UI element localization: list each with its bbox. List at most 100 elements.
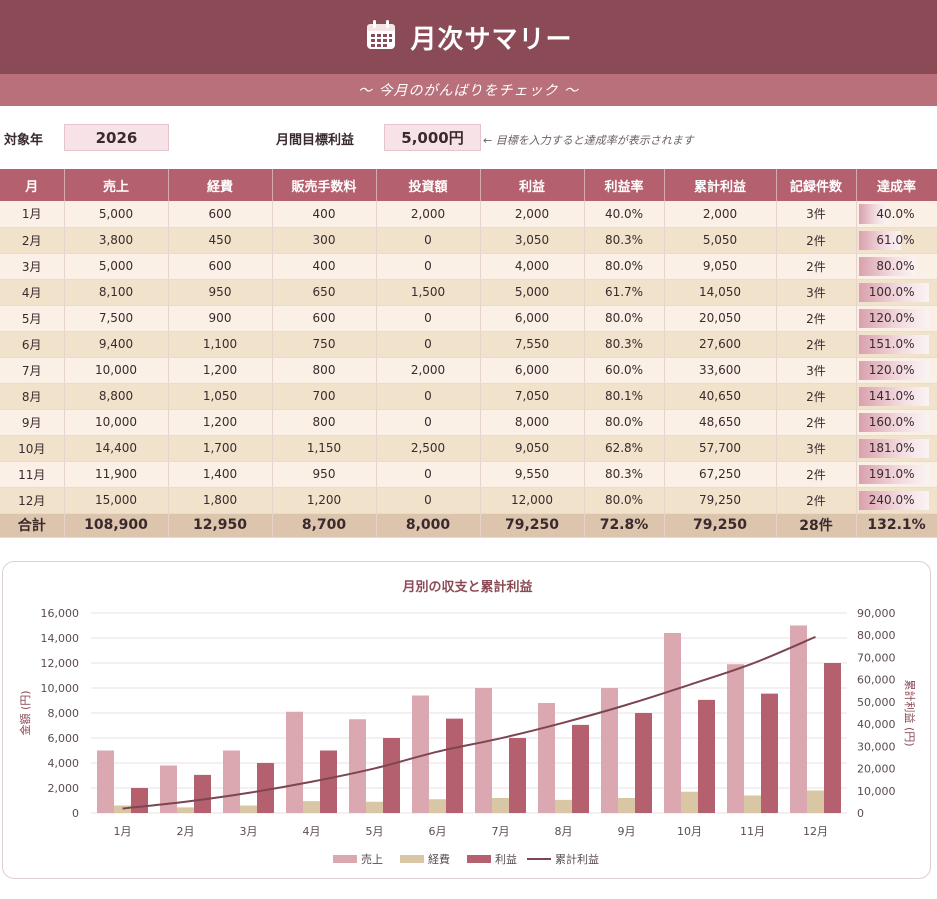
bar-利益 xyxy=(572,724,589,813)
cell-fee: 600 xyxy=(272,305,377,332)
legend-label: 経費 xyxy=(428,852,450,866)
target-profit-input[interactable]: 5,000円 xyxy=(384,124,481,151)
x-tick-label: 6月 xyxy=(429,825,447,838)
cell-margin: 80.3% xyxy=(584,227,665,254)
col-header-margin: 利益率 xyxy=(584,169,665,201)
y-tick-label: 16,000 xyxy=(41,607,80,620)
legend-label: 累計利益 xyxy=(555,852,599,866)
legend-label: 利益 xyxy=(495,852,517,866)
x-tick-label: 12月 xyxy=(803,825,828,838)
bar-経費 xyxy=(492,798,509,813)
col-header-records: 記録件数 xyxy=(776,169,857,201)
cell-fee: 400 xyxy=(272,253,377,280)
cell-fee: 1,200 xyxy=(272,487,377,514)
year-label: 対象年 xyxy=(4,133,44,148)
cell-margin: 62.8% xyxy=(584,435,665,462)
cell-expense: 1,100 xyxy=(168,331,273,358)
x-tick-label: 1月 xyxy=(114,825,132,838)
cell-month: 8月 xyxy=(0,383,65,410)
cell-sales: 5,000 xyxy=(64,201,169,228)
cell-cumulative: 40,650 xyxy=(664,383,777,410)
table-total-row: 合計 108,900 12,950 8,700 8,000 79,250 72.8% 79,2… xyxy=(0,513,937,538)
year-input[interactable]: 2026 xyxy=(64,124,169,151)
bar-売上 xyxy=(601,688,618,813)
cell-profit: 8,000 xyxy=(480,409,585,436)
cell-expense: 900 xyxy=(168,305,273,332)
cell-achievement: 40.0% xyxy=(856,201,937,228)
col-header-fee: 販売手数料 xyxy=(272,169,377,201)
cell-fee: 1,150 xyxy=(272,435,377,462)
cell-month: 12月 xyxy=(0,487,65,514)
cell-profit: 6,000 xyxy=(480,305,585,332)
bar-売上 xyxy=(97,750,114,813)
page-header: 月次サマリー xyxy=(0,0,937,74)
total-fee: 8,700 xyxy=(272,513,377,538)
bar-売上 xyxy=(664,633,681,813)
col-header-expense: 経費 xyxy=(168,169,273,201)
cell-profit: 6,000 xyxy=(480,357,585,384)
bar-売上 xyxy=(223,750,240,813)
bar-売上 xyxy=(790,625,807,813)
cell-investment: 0 xyxy=(376,487,481,514)
total-margin: 72.8% xyxy=(584,513,665,538)
bar-経費 xyxy=(681,791,698,813)
cell-achievement: 80.0% xyxy=(856,253,937,280)
bar-売上 xyxy=(286,711,303,813)
y-right-tick-label: 30,000 xyxy=(857,740,896,753)
cell-investment: 0 xyxy=(376,305,481,332)
cell-sales: 10,000 xyxy=(64,357,169,384)
table-row: 4月 8,100 950 650 1,500 5,000 61.7% 14,050 3件 100.… xyxy=(0,279,937,306)
legend-swatch xyxy=(333,855,357,863)
cell-profit: 12,000 xyxy=(480,487,585,514)
cell-month: 11月 xyxy=(0,461,65,488)
y-right-tick-label: 80,000 xyxy=(857,629,896,642)
cell-sales: 3,800 xyxy=(64,227,169,254)
cell-expense: 1,200 xyxy=(168,409,273,436)
page-title: 月次サマリー xyxy=(410,24,573,55)
cell-expense: 1,800 xyxy=(168,487,273,514)
cell-margin: 80.0% xyxy=(584,487,665,514)
cell-profit: 9,550 xyxy=(480,461,585,488)
cell-records: 2件 xyxy=(776,461,857,488)
cell-sales: 11,900 xyxy=(64,461,169,488)
table-row: 8月 8,800 1,050 700 0 7,050 80.1% 40,650 2件 141.0% xyxy=(0,383,937,410)
cell-sales: 15,000 xyxy=(64,487,169,514)
cell-margin: 80.0% xyxy=(584,305,665,332)
col-header-investment: 投資額 xyxy=(376,169,481,201)
achievement-bar xyxy=(858,490,929,510)
cell-sales: 14,400 xyxy=(64,435,169,462)
cell-cumulative: 2,000 xyxy=(664,201,777,228)
cell-margin: 60.0% xyxy=(584,357,665,384)
x-tick-label: 5月 xyxy=(366,825,384,838)
bar-売上 xyxy=(538,703,555,813)
total-achievement: 132.1% xyxy=(856,513,937,538)
bar-経費 xyxy=(429,799,446,813)
page-subtitle: 〜 今月のがんばりをチェック 〜 xyxy=(0,74,937,106)
cell-expense: 600 xyxy=(168,201,273,228)
bar-経費 xyxy=(240,805,257,813)
achievement-bar xyxy=(858,230,902,250)
cell-investment: 2,500 xyxy=(376,435,481,462)
cell-cumulative: 20,050 xyxy=(664,305,777,332)
cell-month: 10月 xyxy=(0,435,65,462)
cell-month: 2月 xyxy=(0,227,65,254)
bar-経費 xyxy=(618,798,635,813)
total-cumulative: 79,250 xyxy=(664,513,777,538)
cell-margin: 80.1% xyxy=(584,383,665,410)
cell-cumulative: 57,700 xyxy=(664,435,777,462)
table-row: 1月 5,000 600 400 2,000 2,000 40.0% 2,000 3件 40.0% xyxy=(0,201,937,228)
y-tick-label: 0 xyxy=(72,807,79,820)
legend-swatch xyxy=(400,855,424,863)
cell-investment: 2,000 xyxy=(376,357,481,384)
bar-利益 xyxy=(761,693,778,813)
cell-investment: 0 xyxy=(376,331,481,358)
col-header-achievement: 達成率 xyxy=(856,169,937,201)
cell-investment: 0 xyxy=(376,383,481,410)
bar-利益 xyxy=(698,699,715,813)
cumulative-line xyxy=(122,635,816,810)
y-tick-label: 14,000 xyxy=(41,632,80,645)
achievement-bar xyxy=(858,438,929,458)
cell-investment: 0 xyxy=(376,461,481,488)
cell-margin: 40.0% xyxy=(584,201,665,228)
y-right-tick-label: 90,000 xyxy=(857,607,896,620)
